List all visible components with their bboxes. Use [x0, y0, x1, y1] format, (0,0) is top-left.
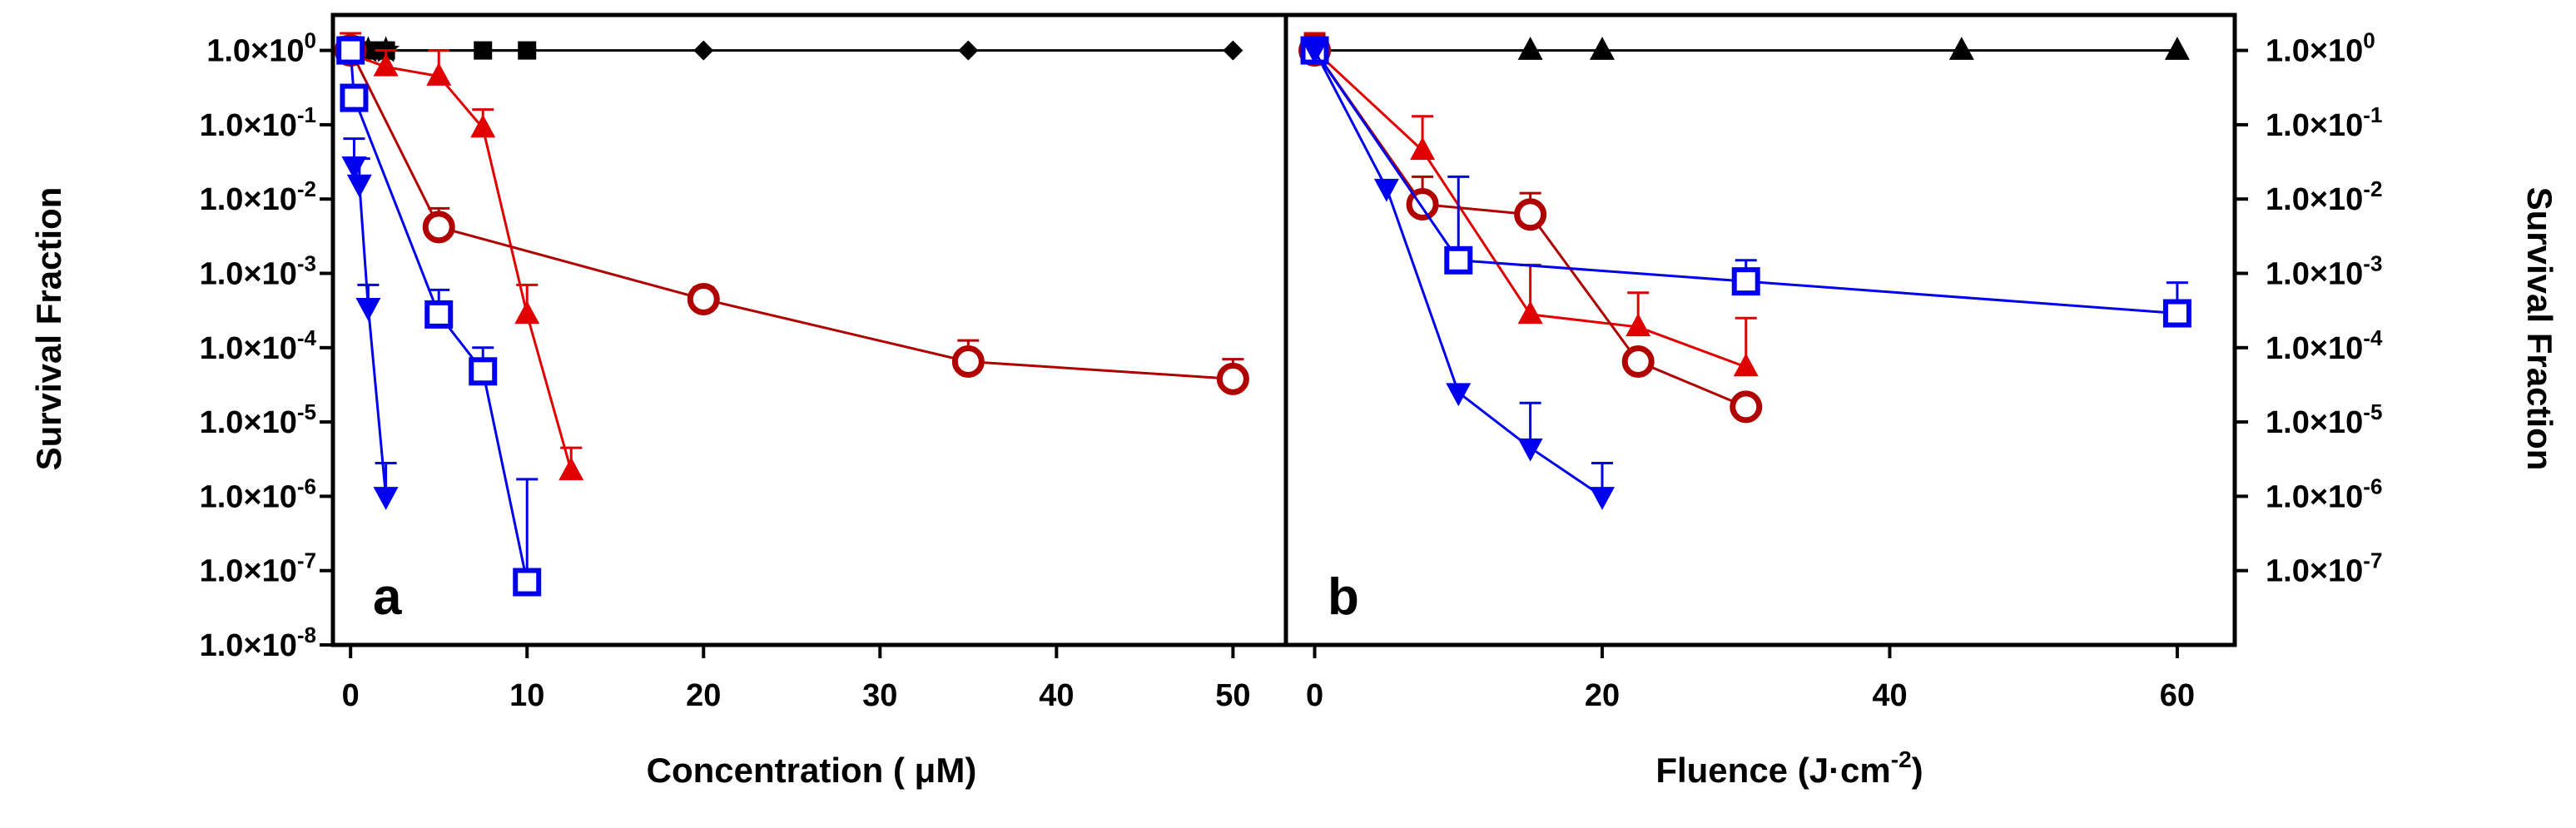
panel-b-frame: [1283, 12, 2237, 647]
panel-b: 0 20 40 60 1.0×100 1.0×10-1 1.0×10-2 1.0×10-3 1.…: [1283, 12, 2383, 713]
panel-b-x-axis-label-end: ): [1912, 751, 1923, 790]
panel-b-letter: b: [1328, 568, 1359, 626]
panel-b-series-black-triangle-up: [1302, 37, 2190, 60]
panel-a-series-blue-square-open: [336, 36, 542, 597]
panel-b-data-point: [1302, 41, 1328, 65]
panel-a-data-point: [372, 36, 400, 62]
panel-a-data-point: [693, 40, 714, 61]
panel-a-x-tick-label: 20: [686, 678, 721, 713]
panel-a-y-tick-label: 1.0×100: [206, 28, 316, 69]
panel-a-data-point: [1216, 362, 1249, 395]
panel-a-data-point: [373, 487, 399, 510]
panel-b-data-point: [1514, 198, 1547, 231]
panel-a-x-axis-label: Concentration ( μM): [647, 751, 977, 790]
panel-b-y-tick-label: 1.0×100: [2266, 28, 2375, 69]
panel-b-data-point: [1730, 390, 1763, 424]
panel-a-data-point: [513, 568, 542, 597]
panel-b-y-tick-label: 1.0×10-6: [2266, 473, 2382, 514]
panel-a-data-point: [355, 297, 381, 321]
panel-a-y-tick-label: 1.0×10-4: [200, 325, 317, 366]
panel-a-data-point: [470, 114, 496, 138]
panel-b-x-axis-label-main: Fluence (J·cm: [1655, 751, 1890, 790]
panel-b-data-point: [1373, 178, 1399, 202]
panel-b-data-point: [2164, 37, 2190, 60]
panel-a-data-point: [951, 345, 985, 379]
panel-b-x-tick-label: 0: [1306, 678, 1323, 713]
panel-a-x-tick-label: 40: [1039, 678, 1074, 713]
panel-b-x-tick-label: 60: [2160, 678, 2195, 713]
panel-b-series-line: [1313, 49, 2178, 315]
panel-a-data-point: [558, 457, 584, 481]
panel-b-series-red-triangle-up: [1302, 32, 1759, 377]
panel-b-data-point: [1517, 37, 1543, 60]
panel-a-x-tick-label: 0: [342, 678, 360, 713]
panel-a-data-point: [518, 41, 537, 60]
panel-b-y-tick-label: 1.0×10-3: [2266, 251, 2382, 292]
panel-a-series-line: [353, 165, 388, 497]
panel-a-y-tick-label: 1.0×10-3: [200, 251, 316, 292]
panel-b-data-point: [1517, 300, 1543, 325]
panel-a-series-dark_red-circle-open: [334, 34, 1249, 395]
panel-b-y-tick-label: 1.0×10-2: [2266, 176, 2382, 217]
panel-b-data-point: [1621, 345, 1655, 379]
panel-a-letter: a: [373, 568, 402, 626]
panel-a: 0 10 20 30 40 50 1.0×100 1.0×10-1 1.0×10-2 1.0×10…: [200, 12, 1288, 713]
panel-a-data-point: [1223, 40, 1243, 61]
panel-a-x-tick-label: 30: [862, 678, 897, 713]
panel-b-series-dark_red-circle-open: [1298, 33, 1763, 424]
panel-b-y-tick-label: 1.0×10-5: [2266, 399, 2382, 440]
panel-b-y-tick-label: 1.0×10-1: [2266, 102, 2382, 143]
panel-b-y-axis-label: Survival Fraction: [2520, 187, 2559, 471]
panel-a-series-line: [349, 49, 1233, 380]
panel-a-y-tick-label: 1.0×10-7: [200, 548, 316, 589]
panel-a-y-tick-label: 1.0×10-8: [200, 622, 316, 663]
panel-b-data-point: [1410, 136, 1436, 161]
panel-a-data-point: [336, 36, 365, 65]
panel-b-data-point: [1444, 245, 1473, 275]
panel-b-x-axis-label: Fluence (J·cm-2): [1655, 746, 1923, 790]
panel-b-series-blue-triangle-down: [1302, 41, 1615, 510]
panel-b-y-tick-label: 1.0×10-7: [2266, 548, 2382, 589]
panel-b-data-point: [1626, 313, 1651, 337]
panel-b-series-blue-square-open: [1300, 36, 2191, 328]
panel-a-y-tick-label: 1.0×10-1: [200, 102, 316, 143]
panel-a-data-point: [958, 40, 979, 61]
panel-b-data-point: [1731, 267, 1760, 296]
panel-a-data-point: [346, 174, 372, 198]
panel-b-data-point: [2162, 299, 2191, 328]
panel-b-data-point: [1446, 383, 1472, 407]
panel-a-series-blue-triangle-down: [341, 137, 399, 510]
panel-a-y-tick-label: 1.0×10-2: [200, 176, 316, 217]
panel-a-data-point: [514, 300, 540, 325]
panel-a-y-axis-label: Survival Fraction: [29, 187, 68, 471]
panel-a-data-point: [340, 83, 369, 112]
panel-a-data-point: [687, 282, 720, 315]
panel-a-data-point: [424, 300, 454, 329]
panel-a-y-tick-label: 1.0×10-6: [200, 473, 316, 514]
panel-a-y-tick-label: 1.0×10-5: [200, 399, 316, 440]
panel-b-data-point: [1590, 487, 1615, 510]
panel-b-data-point: [1733, 353, 1759, 377]
panel-a-data-point: [422, 211, 455, 244]
panel-a-data-point: [426, 62, 452, 86]
panel-b-data-point: [1517, 438, 1543, 462]
panel-a-data-point: [373, 52, 399, 77]
panel-a-data-point: [469, 357, 498, 386]
panel-a-x-tick-label: 10: [509, 678, 544, 713]
panel-b-x-axis-label-superscript: -2: [1891, 746, 1912, 772]
panel-b-x-tick-label: 40: [1872, 678, 1907, 713]
panel-a-x-tick-label: 50: [1215, 678, 1250, 713]
panel-b-x-tick-label: 20: [1585, 678, 1620, 713]
panel-a-data-point: [341, 156, 367, 180]
panel-a-data-point: [474, 41, 493, 60]
panel-b-data-point: [1590, 37, 1615, 60]
panel-b-data-point: [1948, 37, 1974, 60]
panel-b-y-tick-label: 1.0×10-4: [2266, 325, 2383, 366]
panel-a-data-point: [355, 36, 382, 62]
